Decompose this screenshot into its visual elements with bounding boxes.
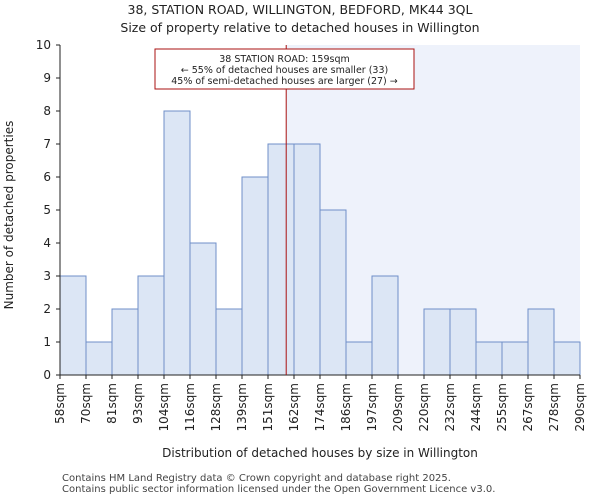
y-tick-label: 8: [43, 104, 51, 118]
x-tick-label: 209sqm: [391, 383, 405, 431]
y-tick-label: 6: [43, 170, 51, 184]
bar-244sqm: [475, 341, 503, 376]
bar-162sqm: [293, 143, 321, 376]
x-tick-label: 220sqm: [417, 383, 431, 431]
x-axis-label: Distribution of detached houses by size …: [162, 446, 478, 460]
y-tick-label: 3: [43, 269, 51, 283]
bar-267sqm: [527, 308, 555, 376]
x-tick-label: 139sqm: [235, 383, 249, 431]
x-tick-label: 244sqm: [469, 383, 483, 431]
bar-70sqm: [85, 341, 113, 376]
bar-116sqm: [189, 242, 217, 376]
x-tick-label: 186sqm: [339, 383, 353, 431]
bar-93sqm: [137, 275, 165, 376]
bar-58sqm: [59, 275, 87, 376]
x-tick-label: 104sqm: [157, 383, 171, 431]
y-tick-label: 2: [43, 302, 51, 316]
bar-139sqm: [241, 176, 269, 376]
footer-credit-line-2: Contains public sector information licen…: [62, 484, 496, 495]
chart-subtitle: Size of property relative to detached ho…: [120, 20, 479, 35]
y-tick-label: 5: [43, 203, 51, 217]
y-axis-label: Number of detached properties: [2, 121, 16, 310]
x-tick-label: 116sqm: [183, 383, 197, 431]
x-tick-label: 81sqm: [105, 383, 119, 424]
x-tick-label: 128sqm: [209, 383, 223, 431]
chart-title: 38, STATION ROAD, WILLINGTON, BEDFORD, M…: [128, 2, 473, 17]
bar-278sqm: [553, 341, 581, 376]
bar-174sqm: [319, 209, 347, 376]
x-tick-label: 290sqm: [573, 383, 587, 431]
bar-128sqm: [215, 308, 243, 376]
x-tick-label: 58sqm: [53, 383, 67, 424]
x-tick-label: 151sqm: [261, 383, 275, 431]
bar-104sqm: [163, 110, 191, 376]
footer-credit-line-1: Contains HM Land Registry data © Crown c…: [62, 473, 451, 484]
x-tick-label: 70sqm: [79, 383, 93, 424]
bar-255sqm: [501, 341, 529, 376]
y-tick-label: 1: [43, 335, 51, 349]
y-tick-label: 7: [43, 137, 51, 151]
bar-197sqm: [371, 275, 399, 376]
bar-186sqm: [345, 341, 373, 376]
bar-81sqm: [111, 308, 139, 376]
y-tick-label: 4: [43, 236, 51, 250]
y-tick-label: 0: [43, 368, 51, 382]
x-tick-label: 232sqm: [443, 383, 457, 431]
bar-220sqm: [423, 308, 451, 376]
annotation-line-3: 45% of semi-detached houses are larger (…: [171, 76, 398, 87]
x-tick-label: 267sqm: [521, 383, 535, 431]
x-tick-label: 278sqm: [547, 383, 561, 431]
y-tick-label: 10: [36, 38, 51, 52]
bar-232sqm: [449, 308, 477, 376]
x-tick-label: 255sqm: [495, 383, 509, 431]
x-tick-label: 197sqm: [365, 383, 379, 431]
x-tick-label: 93sqm: [131, 383, 145, 424]
annotation-line-1: 38 STATION ROAD: 159sqm: [219, 54, 350, 65]
annotation-line-2: ← 55% of detached houses are smaller (33…: [181, 65, 388, 76]
x-tick-label: 162sqm: [287, 383, 301, 431]
annotation-frame: [154, 48, 415, 90]
x-tick-label: 174sqm: [313, 383, 327, 431]
annotation-box: 38 STATION ROAD: 159sqm ← 55% of detache…: [154, 48, 415, 90]
y-tick-label: 9: [43, 71, 51, 85]
bar-151sqm: [267, 143, 295, 376]
